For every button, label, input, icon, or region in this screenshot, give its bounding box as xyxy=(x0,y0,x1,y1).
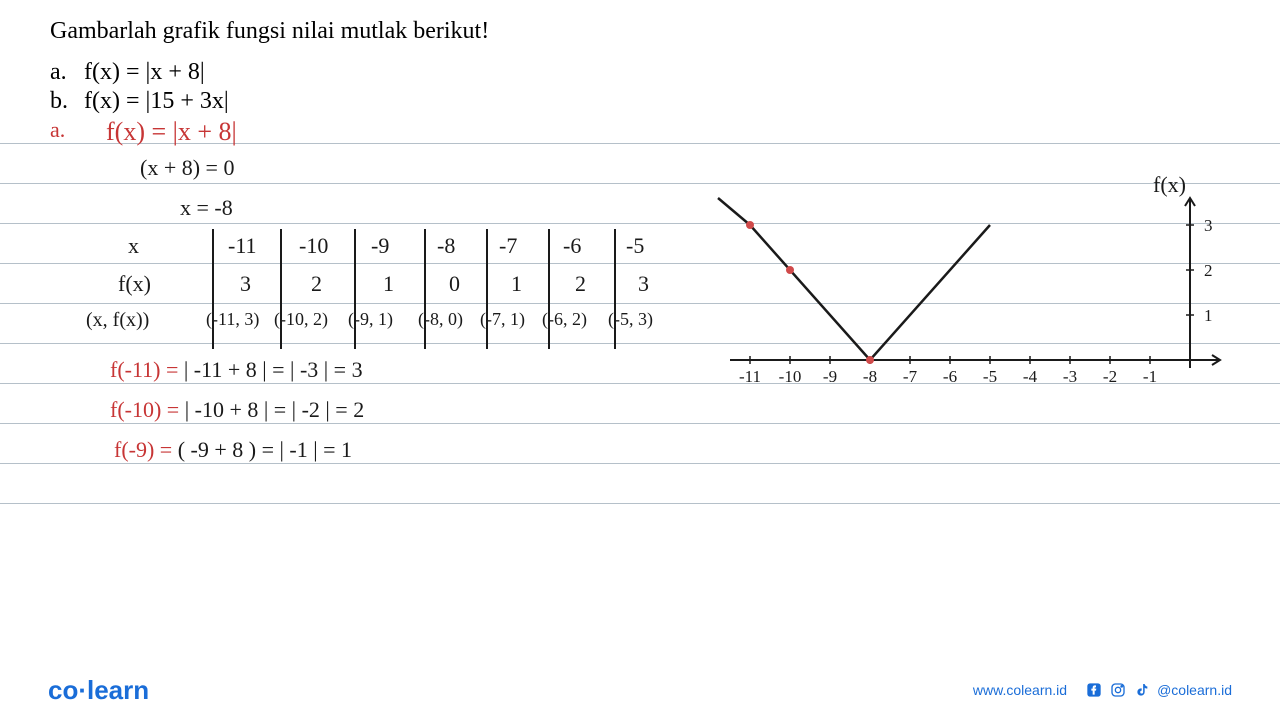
tiktok-icon[interactable] xyxy=(1133,681,1151,699)
table-x-value: -9 xyxy=(371,233,389,259)
svg-text:-10: -10 xyxy=(779,367,802,386)
calc3: f(-9) = ( -9 + 8 ) = | -1 | = 1 xyxy=(114,437,352,463)
social-handle: @colearn.id xyxy=(1157,682,1232,698)
svg-text:-1: -1 xyxy=(1143,367,1157,386)
social-links: @colearn.id xyxy=(1085,681,1232,699)
table-fx-value: 0 xyxy=(449,271,460,297)
svg-text:-11: -11 xyxy=(739,367,761,386)
table-x-value: -7 xyxy=(499,233,517,259)
table-pair-value: (-6, 2) xyxy=(542,309,587,330)
facebook-icon[interactable] xyxy=(1085,681,1103,699)
question-items: a. f(x) = |x + 8| b. f(x) = |15 + 3x| xyxy=(50,59,1230,115)
svg-text:-7: -7 xyxy=(903,367,918,386)
table-x-header: x xyxy=(128,233,139,259)
svg-text:3: 3 xyxy=(1204,216,1213,235)
table-fx-value: 3 xyxy=(638,271,649,297)
answer-label: a. xyxy=(50,117,65,143)
svg-text:-9: -9 xyxy=(823,367,837,386)
step1: (x + 8) = 0 xyxy=(140,155,234,181)
question-title: Gambarlah grafik fungsi nilai mutlak ber… xyxy=(50,18,1230,45)
table-pair-value: (-7, 1) xyxy=(480,309,525,330)
table-pair-value: (-9, 1) xyxy=(348,309,393,330)
table-fx-value: 1 xyxy=(383,271,394,297)
table-x-value: -11 xyxy=(228,233,257,259)
fx-chart: -11-10-9-8-7-6-5-4-3-2-1123f(x) xyxy=(700,165,1230,425)
table-x-value: -10 xyxy=(299,233,328,259)
table-pair-value: (-10, 2) xyxy=(274,309,328,330)
question-item-a: a. f(x) = |x + 8| xyxy=(50,59,1230,86)
svg-text:-4: -4 xyxy=(1023,367,1038,386)
calc1: f(-11) = | -11 + 8 | = | -3 | = 3 xyxy=(110,357,363,383)
table-x-value: -8 xyxy=(437,233,455,259)
table-x-value: -6 xyxy=(563,233,581,259)
table-fx-value: 1 xyxy=(511,271,522,297)
svg-text:2: 2 xyxy=(1204,261,1213,280)
svg-text:f(x): f(x) xyxy=(1153,172,1186,197)
table-pair-header: (x, f(x)) xyxy=(86,309,149,332)
step2: x = -8 xyxy=(180,195,233,221)
svg-text:-6: -6 xyxy=(943,367,957,386)
footer: co·learn www.colearn.id @colearn.id xyxy=(0,660,1280,720)
handwritten-work: a. f(x) = |x + 8| (x + 8) = 0 x = -8 x f… xyxy=(50,125,1230,535)
table-pair-value: (-11, 3) xyxy=(206,309,259,330)
table-fx-value: 3 xyxy=(240,271,251,297)
table-fx-value: 2 xyxy=(311,271,322,297)
table-fx-value: 2 xyxy=(575,271,586,297)
svg-text:-8: -8 xyxy=(863,367,877,386)
table-fx-header: f(x) xyxy=(118,271,151,297)
svg-text:1: 1 xyxy=(1204,306,1213,325)
table-pair-value: (-5, 3) xyxy=(608,309,653,330)
brand-logo: co·learn xyxy=(48,675,149,706)
fx-definition: f(x) = |x + 8| xyxy=(106,117,237,147)
svg-text:-2: -2 xyxy=(1103,367,1117,386)
table-x-value: -5 xyxy=(626,233,644,259)
svg-text:-5: -5 xyxy=(983,367,997,386)
svg-text:-3: -3 xyxy=(1063,367,1077,386)
table-pair-value: (-8, 0) xyxy=(418,309,463,330)
website-link[interactable]: www.colearn.id xyxy=(973,682,1067,698)
question-item-b: b. f(x) = |15 + 3x| xyxy=(50,88,1230,115)
instagram-icon[interactable] xyxy=(1109,681,1127,699)
calc2: f(-10) = | -10 + 8 | = | -2 | = 2 xyxy=(110,397,364,423)
